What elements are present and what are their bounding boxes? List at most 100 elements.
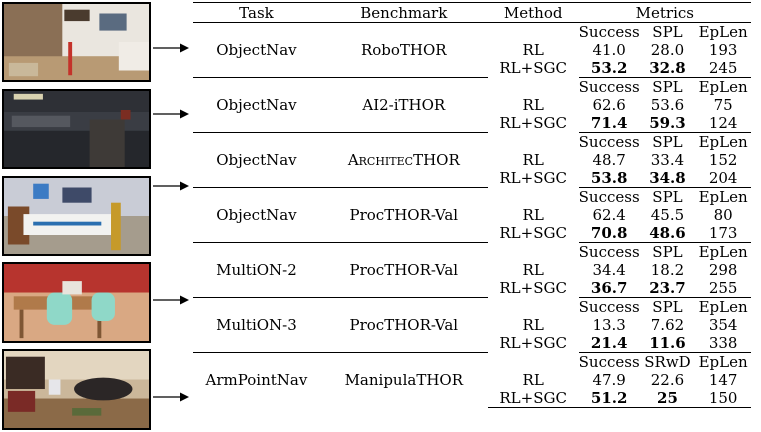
- results-table: Task Benchmark Method Metrics ObjectNav …: [193, 2, 751, 408]
- benchmark-cell: ArchitecTHOR: [319, 132, 488, 188]
- column-header-task: Task: [193, 2, 320, 23]
- table-row-rl: RL 47.9 22.6 147: [193, 371, 751, 389]
- method-cell: RL+SGC: [499, 59, 567, 78]
- method-spacer: [488, 353, 579, 372]
- table-row-sgc: RL+SGC 70.8 48.6 173: [193, 224, 751, 243]
- metric-name: SPL: [639, 187, 696, 206]
- method-cell: RL: [522, 371, 544, 389]
- value-cell: 45.5: [650, 206, 685, 224]
- metric-name: SPL: [639, 242, 696, 261]
- metric-names-row: ObjectNav RoboTHOR Success SPL EpLen: [193, 22, 751, 59]
- metric-names-row: ObjectNav ProcTHOR-Val Success SPL EpLen: [193, 187, 751, 243]
- benchmark-cell: ProcTHOR-Val: [319, 297, 488, 353]
- method-spacer: [488, 188, 579, 207]
- metric-names-row: ObjectNav AI2-iTHOR Success SPL EpLen: [193, 77, 751, 133]
- scene-image-ai2-ithor: [2, 89, 151, 169]
- metric-name: EpLen: [695, 242, 751, 261]
- table-row-rl: RL 13.3 7.62 354: [193, 316, 751, 334]
- arrow-icon: [153, 180, 189, 192]
- metric-name: SPL: [639, 132, 696, 151]
- table-row-rl: RL 41.0 28.0 193: [193, 41, 751, 59]
- arrow-icon: [153, 294, 189, 306]
- method-cell: RL: [522, 41, 544, 59]
- metric-name: EpLen: [695, 187, 751, 206]
- value-cell: 33.4: [650, 151, 685, 169]
- metric-name: Success: [578, 77, 640, 96]
- value-cell: 22.6: [650, 371, 685, 389]
- value-cell: 62.4: [592, 206, 626, 224]
- method-cell: RL+SGC: [499, 279, 567, 298]
- metric-name: EpLen: [695, 132, 751, 151]
- scene-image-manipulathor: [2, 349, 151, 430]
- arrow-icon: [153, 108, 189, 120]
- method-cell: RL+SGC: [499, 169, 567, 188]
- value-cell: 41.0: [592, 41, 626, 59]
- value-cell: 48.7: [592, 151, 626, 169]
- metric-names-row: MultiON-2 ProcTHOR-Val Success SPL EpLen: [193, 242, 751, 298]
- value-cell: 32.8: [649, 59, 686, 77]
- scene-image-procthor: [2, 262, 151, 343]
- value-cell: 354: [708, 316, 738, 334]
- benchmark-cell: AI2-iTHOR: [319, 77, 488, 133]
- table-header-row: Task Benchmark Method Metrics: [193, 2, 751, 23]
- scene-image-robothor: [2, 2, 151, 82]
- metric-name: SPL: [639, 297, 696, 316]
- value-cell: 338: [708, 334, 738, 352]
- method-spacer: [488, 243, 579, 262]
- method-cell: RL+SGC: [499, 334, 567, 353]
- method-cell: RL+SGC: [499, 224, 567, 243]
- method-cell: RL+SGC: [487, 389, 579, 408]
- value-cell: 48.6: [649, 224, 686, 242]
- value-cell: 193: [708, 41, 738, 59]
- method-spacer: [488, 298, 579, 317]
- table-row-sgc: RL+SGC 53.8 34.8 204: [193, 169, 751, 188]
- value-cell: 173: [708, 224, 738, 242]
- value-cell: 80: [713, 206, 733, 224]
- metric-name: Success: [578, 297, 640, 316]
- benchmark-cell: ProcTHOR-Val: [319, 187, 488, 243]
- value-cell: 147: [708, 371, 738, 389]
- metric-names-row: ObjectNav ArchitecTHOR Success SPL EpLen: [193, 132, 751, 188]
- value-cell: 298: [708, 261, 738, 279]
- metric-name: Success: [578, 352, 640, 371]
- table-row-sgc: RL+SGC 21.4 11.6 338: [193, 334, 751, 353]
- column-header-benchmark: Benchmark: [319, 2, 488, 23]
- value-cell: 18.2: [650, 261, 685, 279]
- value-cell: 47.9: [592, 371, 626, 389]
- value-cell: 51.2: [578, 389, 640, 408]
- table-row-rl: RL 62.4 45.5 80: [193, 206, 751, 224]
- value-cell: 124: [708, 114, 738, 132]
- method-cell: RL: [522, 96, 544, 114]
- metric-names-row: ArmPointNav ManipulaTHOR Success SRwD Ep…: [193, 352, 751, 408]
- method-spacer: [488, 23, 579, 42]
- value-cell: 21.4: [590, 334, 628, 352]
- value-cell: 36.7: [590, 279, 628, 297]
- table-row-sgc: RL+SGC 71.4 59.3 124: [193, 114, 751, 133]
- value-cell: 150: [695, 389, 751, 408]
- value-cell: 75: [713, 96, 733, 114]
- metric-name: SRwD: [639, 352, 696, 371]
- benchmark-cell: ProcTHOR-Val: [319, 242, 488, 298]
- benchmark-name-smallcaps: Architec: [347, 151, 414, 169]
- metric-name: SPL: [639, 22, 696, 41]
- method-cell: RL: [522, 261, 544, 279]
- value-cell: 34.4: [592, 261, 626, 279]
- task-cell: ObjectNav: [193, 77, 320, 133]
- table-row-sgc: RL+SGC 53.2 32.8 245: [193, 59, 751, 78]
- metric-name: EpLen: [695, 77, 751, 96]
- value-cell: 70.8: [590, 224, 628, 242]
- metric-name: EpLen: [695, 22, 751, 41]
- value-cell: 62.6: [592, 96, 626, 114]
- value-cell: 255: [708, 279, 738, 297]
- table-row-rl: RL 62.6 53.6 75: [193, 96, 751, 114]
- task-cell: MultiON-3: [193, 297, 320, 353]
- metric-name: Success: [578, 187, 640, 206]
- task-cell: ObjectNav: [193, 187, 320, 243]
- value-cell: 25: [639, 389, 696, 408]
- benchmark-cell: ManipulaTHOR: [319, 352, 488, 408]
- metric-name: EpLen: [695, 297, 751, 316]
- value-cell: 204: [708, 169, 738, 187]
- method-spacer: [488, 78, 579, 97]
- method-cell: RL+SGC: [499, 114, 567, 133]
- table-row-rl: RL 48.7 33.4 152: [193, 151, 751, 169]
